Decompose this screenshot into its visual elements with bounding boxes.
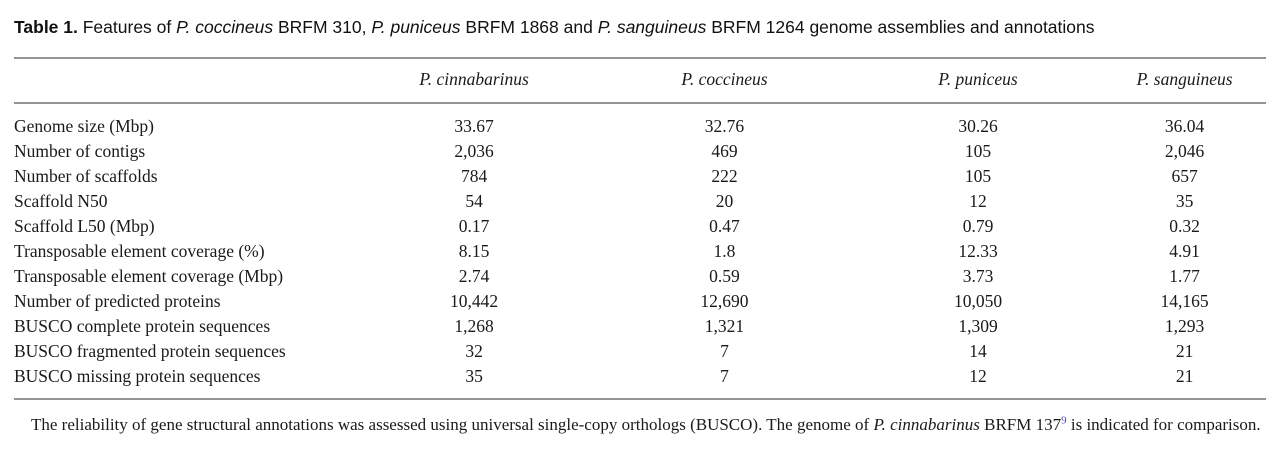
cell-value: 1,268	[454, 316, 494, 336]
table-row: Number of contigs 2,036 469 105 2,046	[14, 139, 1266, 164]
cell-value: 1,321	[704, 316, 745, 336]
cell-value: 2.74	[458, 266, 490, 286]
cell-value: 105	[964, 166, 992, 186]
cell-value: 0.32	[1169, 216, 1200, 236]
cell-value: 12	[969, 366, 987, 386]
cell-value: 35	[1175, 191, 1194, 211]
footnote-text: The reliability of gene structural annot…	[31, 415, 874, 434]
table-row: Number of scaffolds 784 222 105 657	[14, 164, 1266, 189]
cell-value: 1,293	[1164, 316, 1205, 336]
cell-value: 1.77	[1169, 266, 1200, 286]
cell-value: 1.8	[713, 241, 736, 261]
cell-value: 32.76	[704, 116, 745, 136]
cell-value: 10,050	[953, 291, 1003, 311]
column-header-empty	[14, 58, 353, 104]
cell-value: 54	[465, 191, 483, 211]
table-caption-text: BRFM 310,	[273, 17, 372, 37]
cell-value: 10,442	[450, 291, 499, 311]
table-footnote: The reliability of gene structural annot…	[14, 411, 1266, 439]
table-row: Transposable element coverage (Mbp) 2.74…	[14, 264, 1266, 289]
cell-value: 2,046	[1164, 141, 1205, 161]
cell-value: 0.47	[709, 216, 740, 236]
cell-value: 8.15	[458, 241, 490, 261]
column-header-coccineus: P. coccineus	[596, 58, 853, 104]
cell-value: 21	[1175, 366, 1194, 386]
row-label: Number of scaffolds	[14, 166, 158, 186]
table-caption: Table 1. Features of P. coccineus BRFM 3…	[14, 0, 1266, 38]
footnote-text: is indicated for comparison.	[1066, 415, 1261, 434]
table-row: Scaffold N50 54 20 12 35	[14, 189, 1266, 214]
species-name: P. cinnabarinus	[873, 415, 980, 434]
cell-value: 30.26	[958, 116, 998, 136]
row-label: Scaffold N50	[14, 191, 108, 211]
row-label: Transposable element coverage (Mbp)	[14, 266, 284, 286]
row-label: BUSCO complete protein sequences	[14, 316, 271, 336]
table-caption-text: BRFM 1868 and	[460, 17, 598, 37]
row-label: Transposable element coverage (%)	[14, 241, 265, 261]
cell-value: 657	[1171, 166, 1198, 186]
table-caption-text: BRFM 1264 genome assemblies and annotati…	[706, 17, 1095, 37]
table-caption-text: Features of	[77, 17, 177, 37]
row-label: BUSCO fragmented protein sequences	[14, 341, 286, 361]
table-row: Number of predicted proteins 10,442 12,6…	[14, 289, 1266, 314]
cell-value: 0.17	[458, 216, 490, 236]
cell-value: 1,309	[958, 316, 998, 336]
cell-value: 469	[711, 141, 738, 161]
row-label: Scaffold L50 (Mbp)	[14, 216, 155, 236]
row-label: Genome size (Mbp)	[14, 116, 154, 136]
cell-value: 12,690	[700, 291, 749, 311]
row-label: BUSCO missing protein sequences	[14, 366, 261, 386]
table-row: BUSCO fragmented protein sequences 32 7 …	[14, 339, 1266, 364]
table-caption-number: Table 1.	[14, 17, 78, 37]
features-table: P. cinnabarinus P. coccineus P. puniceus…	[14, 57, 1266, 400]
species-name: P. puniceus	[371, 17, 461, 37]
column-header-cinnabarinus: P. cinnabarinus	[352, 58, 597, 104]
cell-value: 105	[964, 141, 992, 161]
row-label: Number of predicted proteins	[14, 291, 221, 311]
table-row: Scaffold L50 (Mbp) 0.17 0.47 0.79 0.32	[14, 214, 1266, 239]
cell-value: 3.73	[962, 266, 994, 286]
cell-value: 7	[720, 341, 729, 361]
cell-value: 0.79	[962, 216, 994, 236]
row-label: Number of contigs	[14, 141, 146, 161]
cell-value: 0.59	[709, 266, 740, 286]
cell-value: 222	[711, 166, 738, 186]
cell-value: 12.33	[958, 241, 998, 261]
citation-link[interactable]: 9	[1061, 414, 1067, 427]
cell-value: 14,165	[1160, 291, 1209, 311]
cell-value: 4.91	[1169, 241, 1200, 261]
table-row: BUSCO complete protein sequences 1,268 1…	[14, 314, 1266, 339]
table-row: Transposable element coverage (%) 8.15 1…	[14, 239, 1266, 264]
cell-value: 2,036	[454, 141, 494, 161]
table-row: BUSCO missing protein sequences 35 7 12 …	[14, 364, 1266, 399]
cell-value: 21	[1175, 341, 1194, 361]
species-name: P. coccineus	[176, 17, 274, 37]
cell-value: 14	[969, 341, 987, 361]
cell-value: 36.04	[1164, 116, 1205, 136]
column-header-puniceus: P. puniceus	[852, 58, 1104, 104]
cell-value: 784	[460, 166, 488, 186]
cell-value: 35	[465, 366, 483, 386]
table-row: Genome size (Mbp) 33.67 32.76 30.26 36.0…	[14, 103, 1266, 139]
header-row: P. cinnabarinus P. coccineus P. puniceus…	[14, 58, 1266, 104]
footnote-text: BRFM 137	[979, 415, 1062, 434]
cell-value: 12	[969, 191, 987, 211]
column-header-sanguineus: P. sanguineus	[1103, 58, 1266, 104]
cell-value: 20	[715, 191, 734, 211]
cell-value: 33.67	[454, 116, 494, 136]
cell-value: 32	[465, 341, 483, 361]
species-name: P. sanguineus	[597, 17, 707, 37]
cell-value: 7	[720, 366, 729, 386]
